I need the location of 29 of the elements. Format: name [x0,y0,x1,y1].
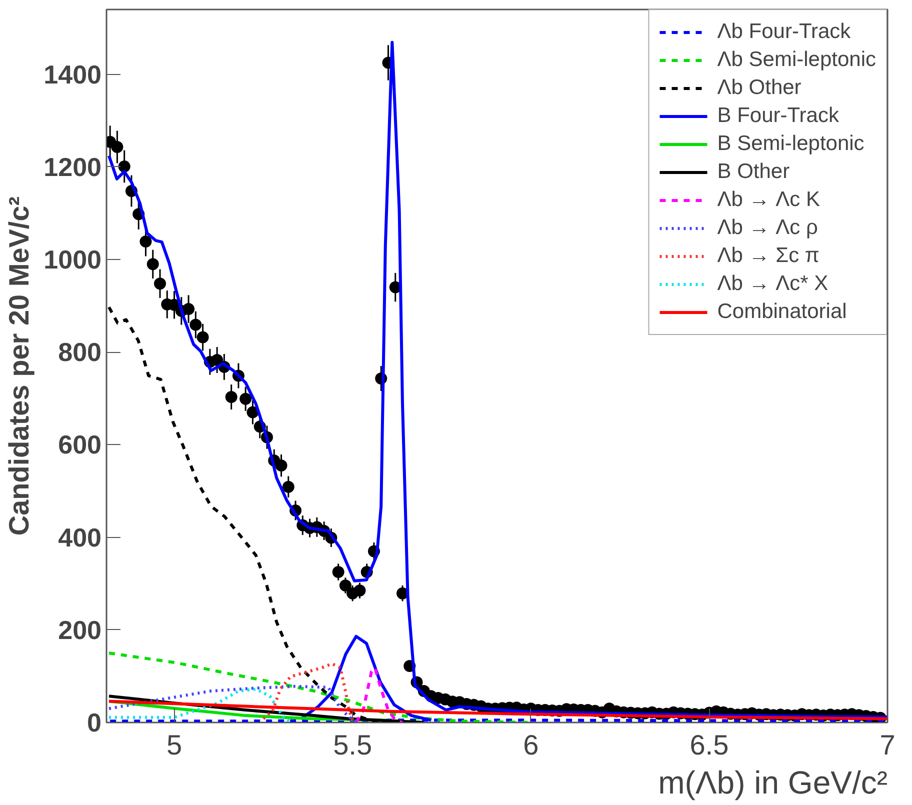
legend-label: Λb → Λc K [717,188,820,212]
legend-label: B Other [717,160,790,184]
legend-label: Λb Other [717,76,802,100]
legend-label: Λb Semi-leptonic [717,48,876,72]
legend-label: Λb Four-Track [717,20,851,44]
legend-label: Combinatorial [717,300,847,324]
line-series [354,666,404,722]
legend-label: Λb → Σc π [717,244,820,268]
line-series [262,662,358,722]
x-tick-label: 6.5 [690,730,729,760]
legend-label: Λb → Λc* X [717,272,828,296]
y-tick-label: 600 [58,430,102,460]
legend-label: B Semi-leptonic [717,132,864,156]
line-series [107,700,888,720]
legend-label: Λb → Λc ρ [717,216,818,240]
x-tick-label: 5.5 [333,730,372,760]
x-tick-label: 5 [166,730,182,760]
x-axis-title: m(Λb) in GeV/c² [658,764,888,800]
y-tick-label: 0 [87,708,102,738]
y-tick-label: 1000 [44,244,102,275]
y-tick-label: 1400 [44,59,102,90]
y-axis-title: Candidates per 20 MeV/c² [4,196,35,536]
y-tick-label: 800 [58,337,102,368]
x-tick-label: 6 [523,730,539,760]
y-tick-label: 1200 [44,152,102,182]
x-tick-label: 7 [880,730,896,760]
y-tick-label: 200 [58,614,102,645]
legend-label: B Four-Track [717,104,839,128]
y-tick-label: 400 [58,522,102,552]
